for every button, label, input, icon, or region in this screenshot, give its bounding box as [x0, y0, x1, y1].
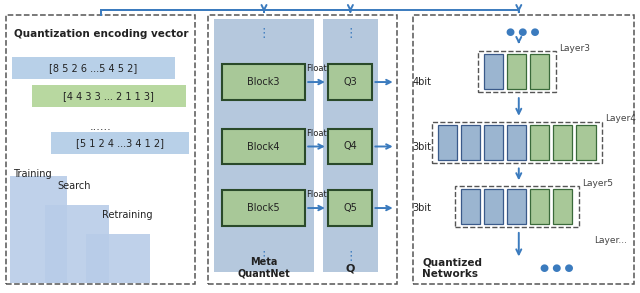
Text: Quantization encoding vector: Quantization encoding vector	[13, 29, 188, 39]
Text: Layer5: Layer5	[582, 179, 613, 188]
Bar	[323, 19, 378, 272]
Bar	[461, 125, 481, 160]
Bar	[328, 64, 372, 100]
Text: Float: Float	[306, 129, 327, 138]
Bar	[484, 125, 504, 160]
Text: Q5: Q5	[343, 203, 357, 213]
Text: [8 5 2 6 ...5 4 5 2]: [8 5 2 6 ...5 4 5 2]	[49, 63, 137, 73]
Bar	[484, 54, 504, 89]
Text: Block5: Block5	[248, 203, 280, 213]
Bar	[455, 186, 579, 227]
Bar	[328, 129, 372, 164]
Bar	[214, 19, 314, 272]
Bar	[12, 57, 175, 79]
Text: Training: Training	[13, 169, 51, 179]
Bar	[32, 85, 186, 107]
Text: Block4: Block4	[248, 142, 280, 151]
Text: Retraining: Retraining	[102, 210, 153, 220]
Text: Layer3: Layer3	[559, 44, 590, 53]
Bar	[208, 15, 397, 284]
Text: Float: Float	[306, 190, 327, 199]
Bar	[222, 190, 305, 226]
Bar	[328, 190, 372, 226]
Bar	[222, 64, 305, 100]
Bar	[576, 125, 595, 160]
Bar	[507, 189, 526, 224]
Text: ● ● ●: ● ● ●	[540, 263, 573, 273]
Text: Layer4: Layer4	[605, 114, 636, 123]
Text: [4 4 3 3 ... 2 1 1 3]: [4 4 3 3 ... 2 1 1 3]	[63, 91, 154, 101]
Bar	[86, 234, 150, 283]
Bar	[530, 54, 549, 89]
Text: 4bit: 4bit	[413, 77, 432, 87]
Bar	[6, 15, 195, 284]
Bar	[413, 15, 634, 284]
Bar	[51, 132, 189, 154]
Text: Meta
QuantNet: Meta QuantNet	[237, 257, 291, 279]
Text: ● ● ●: ● ● ●	[506, 27, 540, 37]
Text: [5 1 2 4 ...3 4 1 2]: [5 1 2 4 ...3 4 1 2]	[76, 138, 164, 148]
Text: Layer...: Layer...	[594, 236, 627, 245]
Bar	[477, 51, 556, 92]
Bar	[10, 176, 67, 283]
Text: Float: Float	[306, 64, 327, 73]
Text: 3bit: 3bit	[413, 142, 432, 151]
Text: Q: Q	[346, 263, 355, 273]
Bar	[507, 125, 526, 160]
Text: Q3: Q3	[343, 77, 357, 87]
Bar	[530, 189, 550, 224]
Text: Block3: Block3	[248, 77, 280, 87]
Bar	[553, 125, 573, 160]
Text: ......: ......	[90, 122, 111, 132]
Text: ⋮: ⋮	[344, 250, 356, 263]
Bar	[438, 125, 457, 160]
Bar	[432, 122, 602, 163]
Text: Q4: Q4	[343, 142, 357, 151]
Bar	[222, 129, 305, 164]
Text: 3bit: 3bit	[413, 203, 432, 213]
Text: Quantized
Networks: Quantized Networks	[422, 257, 483, 279]
Bar	[507, 54, 526, 89]
Bar	[484, 189, 504, 224]
Text: ⋮: ⋮	[344, 27, 356, 40]
Bar	[530, 125, 550, 160]
Text: Search: Search	[58, 181, 91, 191]
Text: ⋮: ⋮	[258, 27, 270, 40]
Text: ⋮: ⋮	[258, 250, 270, 263]
Bar	[461, 189, 481, 224]
Bar	[553, 189, 573, 224]
Bar	[45, 205, 109, 283]
